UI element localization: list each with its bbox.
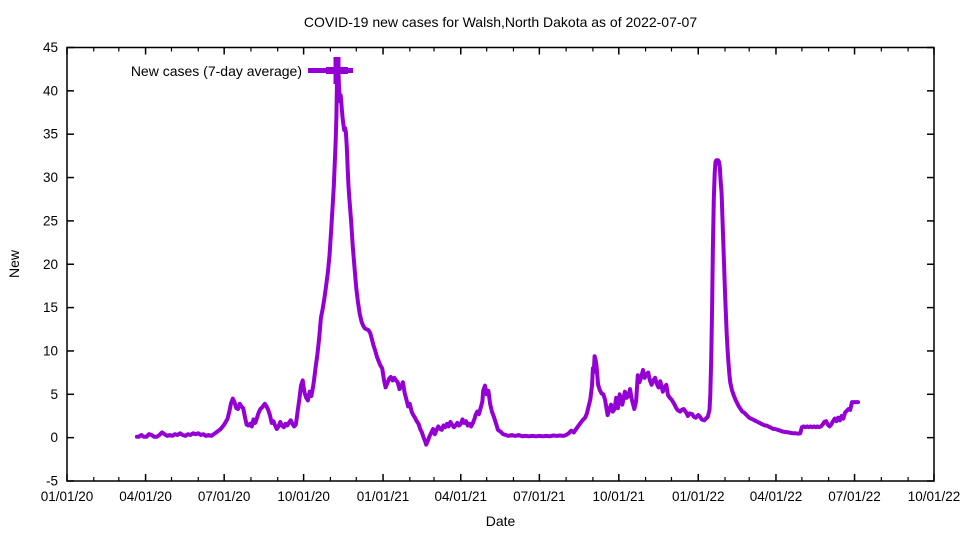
new-cases-series-line bbox=[134, 59, 860, 447]
svg-text:25: 25 bbox=[43, 213, 58, 228]
svg-text:04/01/20: 04/01/20 bbox=[119, 489, 172, 504]
svg-text:15: 15 bbox=[43, 300, 58, 315]
svg-text:-5: -5 bbox=[46, 474, 58, 489]
svg-text:10/01/22: 10/01/22 bbox=[908, 489, 960, 504]
svg-text:5: 5 bbox=[50, 387, 58, 402]
chart-title: COVID-19 new cases for Walsh,North Dakot… bbox=[303, 14, 698, 30]
svg-text:0: 0 bbox=[50, 430, 58, 445]
svg-text:10/01/20: 10/01/20 bbox=[277, 489, 330, 504]
svg-text:07/01/20: 07/01/20 bbox=[198, 489, 251, 504]
svg-text:30: 30 bbox=[43, 170, 58, 185]
svg-text:04/01/21: 04/01/21 bbox=[434, 489, 487, 504]
svg-text:20: 20 bbox=[43, 257, 58, 272]
svg-text:07/01/21: 07/01/21 bbox=[513, 489, 566, 504]
svg-text:35: 35 bbox=[43, 127, 58, 142]
svg-text:01/01/22: 01/01/22 bbox=[672, 489, 725, 504]
svg-text:10: 10 bbox=[43, 343, 58, 358]
svg-text:04/01/22: 04/01/22 bbox=[750, 489, 803, 504]
svg-text:07/01/22: 07/01/22 bbox=[828, 489, 881, 504]
y-axis-label: New bbox=[6, 250, 22, 279]
svg-text:40: 40 bbox=[43, 83, 58, 98]
svg-text:10/01/21: 10/01/21 bbox=[593, 489, 646, 504]
x-axis-label: Date bbox=[485, 513, 516, 529]
svg-text:01/01/21: 01/01/21 bbox=[357, 489, 410, 504]
svg-text:45: 45 bbox=[43, 40, 58, 55]
svg-text:01/01/20: 01/01/20 bbox=[41, 489, 94, 504]
legend-label: New cases (7-day average) bbox=[130, 63, 302, 79]
legend-line-sample bbox=[308, 57, 353, 84]
